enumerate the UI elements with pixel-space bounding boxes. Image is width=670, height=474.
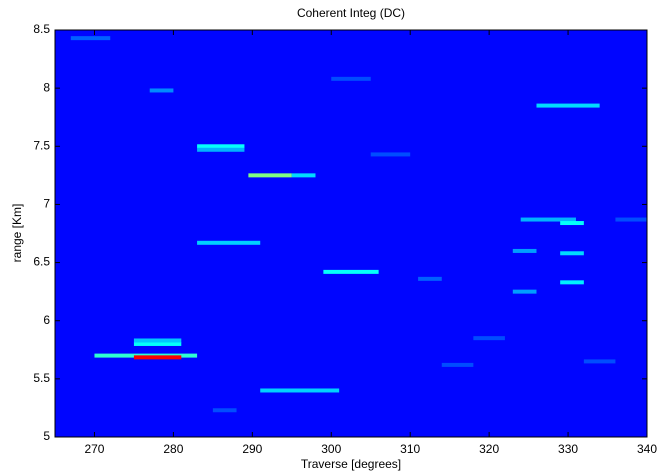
heatmap-cell — [441, 362, 474, 367]
chart-title: Coherent Integ (DC) — [297, 6, 405, 20]
heatmap-cell — [197, 240, 261, 245]
heatmap-cell — [615, 217, 647, 222]
heatmap-cell — [331, 76, 371, 81]
x-tick-label: 300 — [321, 442, 341, 456]
heatmap-cell — [520, 217, 576, 222]
heatmap-background — [55, 30, 647, 437]
x-tick-label: 340 — [637, 442, 657, 456]
heatmap-cell — [70, 36, 111, 41]
x-tick-label: 290 — [242, 442, 262, 456]
heatmap-cell — [212, 408, 237, 413]
x-tick-label: 320 — [479, 442, 499, 456]
heatmap-cell — [248, 173, 292, 178]
heatmap-cell — [149, 88, 174, 93]
y-axis-label: range [Km] — [10, 204, 24, 263]
heatmap-cell — [291, 173, 316, 178]
heatmap-cell — [512, 289, 537, 294]
y-tick-label: 5.5 — [33, 371, 50, 385]
x-tick-label: 280 — [163, 442, 183, 456]
heatmap-cell — [323, 269, 379, 274]
x-tick-label: 310 — [400, 442, 420, 456]
y-tick-label: 7 — [43, 197, 50, 211]
plot-frame — [54, 29, 648, 438]
heatmap-cell — [418, 276, 442, 281]
y-tick-label: 7.5 — [33, 138, 50, 152]
heatmap-cell — [197, 147, 245, 152]
y-tick-label: 5 — [43, 429, 50, 443]
x-tick-label: 270 — [84, 442, 104, 456]
y-tick-label: 8.5 — [33, 22, 50, 36]
heatmap-cell — [512, 248, 537, 253]
heatmap-cell — [560, 280, 584, 285]
heatmap-cell — [473, 336, 505, 341]
heatmap-cell — [133, 338, 182, 343]
heatmap-cell — [560, 251, 584, 256]
heatmap-cell — [536, 103, 600, 108]
heatmap-cell — [370, 152, 411, 157]
heatmap-cell — [133, 355, 182, 360]
y-tick-label: 8 — [43, 80, 50, 94]
heatmap-cell — [133, 341, 182, 346]
heatmap-cell — [260, 388, 340, 393]
x-tick-label: 330 — [558, 442, 578, 456]
heatmap-cell — [560, 221, 584, 226]
heatmap-cell — [583, 359, 616, 364]
y-tick-label: 6 — [43, 313, 50, 327]
heatmap-cell — [197, 144, 245, 149]
x-axis-label: Traverse [degrees] — [301, 457, 401, 471]
y-tick-label: 6.5 — [33, 255, 50, 269]
